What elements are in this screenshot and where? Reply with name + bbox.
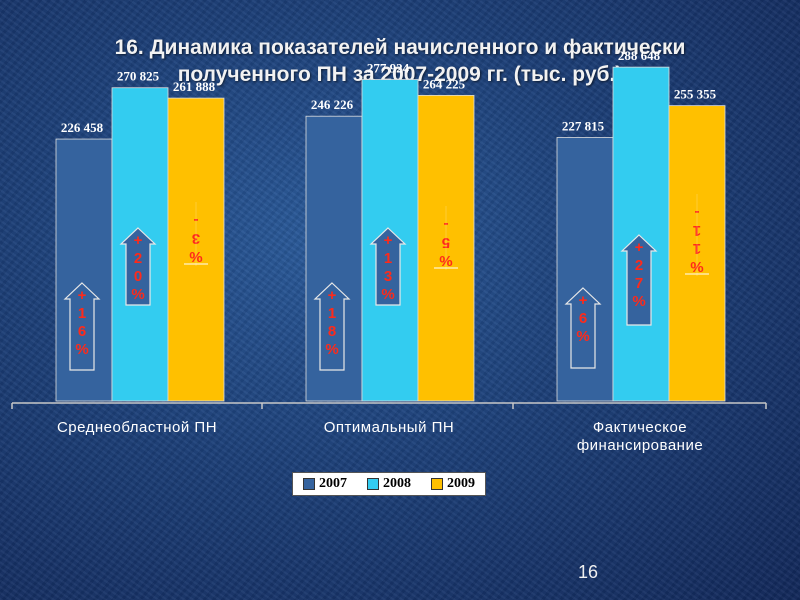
annotation-0-0-text-char-1: 1 <box>78 305 86 322</box>
data-label-2007-1: 246 226 <box>311 97 354 112</box>
annotation-2-1-text-char-3: % <box>632 293 645 310</box>
bar-2009-0 <box>167 97 225 402</box>
data-label-2008-1: 277 924 <box>367 61 410 76</box>
annotation-0-0-text-char-2: 6 <box>78 323 86 340</box>
annotation-1-2-text-char-1: 5 <box>442 234 450 251</box>
data-label-2008-2: 288 648 <box>618 48 661 63</box>
annotation-1-2-text-char-0: - <box>444 216 449 233</box>
annotation-2-0-text-char-2: % <box>576 328 589 345</box>
category-label-1-0: Оптимальный ПН <box>324 419 455 436</box>
legend-item-2009: 2009 <box>431 476 475 492</box>
legend-label-2007: 2007 <box>319 476 347 491</box>
slide-number: 16 <box>578 562 599 582</box>
annotation-0-1-arrow <box>119 227 157 306</box>
page-title: 16. Динамика показателей начисленного и … <box>0 34 800 88</box>
legend-item-2008: 2008 <box>367 476 411 492</box>
annotation-2-1-arrow <box>620 234 658 326</box>
annotation-0-2-text-char-0: - <box>194 212 199 229</box>
annotation-2-0-text-char-1: 6 <box>579 310 587 327</box>
annotation-0-1-text-char-1: 2 <box>134 250 142 267</box>
annotation-0-1-text-char-2: 0 <box>134 268 142 285</box>
legend-label-2008: 2008 <box>383 476 411 491</box>
annotation-0-1-text-char-3: % <box>131 286 144 303</box>
annotation-2-2-text-char-2: 1 <box>693 240 701 257</box>
annotation-1-0-arrow <box>313 282 351 371</box>
annotation-0-2-text-char-2: % <box>189 248 202 265</box>
annotation-1-1-text-char-2: 3 <box>384 268 392 285</box>
data-label-2007-0: 226 458 <box>61 120 104 135</box>
annotation-2-1-text-char-2: 7 <box>635 275 643 292</box>
bar-2009-1 <box>417 94 475 402</box>
annotation-2-2-text-char-0: - <box>695 204 700 221</box>
data-label-2009-0: 261 888 <box>173 79 216 94</box>
annotation-1-1-text-char-3: % <box>381 286 394 303</box>
annotation-2-0-text-char-0: + <box>579 292 588 309</box>
annotation-0-0-text-char-0: + <box>78 287 87 304</box>
legend-item-2007: 2007 <box>303 476 347 492</box>
category-label-2-1: финансирование <box>577 437 703 454</box>
annotation-1-2-text-char-2: % <box>439 252 452 269</box>
data-label-2009-2: 255 355 <box>674 87 717 102</box>
annotation-2-1-text-char-0: + <box>635 239 644 256</box>
annotation-1-1-text-char-1: 1 <box>384 250 392 267</box>
bar-2009-2 <box>668 105 726 402</box>
legend-swatch-2009 <box>431 478 443 490</box>
annotation-1-0-text-char-3: % <box>325 341 338 358</box>
annotation-2-2-text-char-3: % <box>690 258 703 275</box>
data-label-2007-2: 227 815 <box>562 118 605 133</box>
annotation-1-0-text-char-1: 1 <box>328 305 336 322</box>
annotation-1-0-text-char-0: + <box>328 287 337 304</box>
title-line-1: 16. Динамика показателей начисленного и … <box>114 36 686 59</box>
title-line-2: полученного ПН за 2007-2009 гг. (тыс. ру… <box>177 63 623 86</box>
annotation-2-2-text-char-1: 1 <box>693 222 701 239</box>
annotation-0-1-text-char-0: + <box>134 232 143 249</box>
category-label-0-0: Среднеобластной ПН <box>57 419 217 436</box>
data-label-2008-0: 270 825 <box>117 69 160 84</box>
category-label-2-0: Фактическое <box>593 419 687 436</box>
annotation-0-2-text-char-1: 3 <box>192 230 200 247</box>
annotation-1-1-text-char-0: + <box>384 232 393 249</box>
annotation-1-0-text-char-2: 8 <box>328 323 336 340</box>
chart-legend: 2007 2008 2009 <box>292 472 486 496</box>
legend-swatch-2008 <box>367 478 379 490</box>
annotation-1-1-arrow <box>369 227 407 306</box>
annotation-2-0-arrow <box>564 287 602 369</box>
annotation-0-0-arrow <box>63 282 101 371</box>
legend-label-2009: 2009 <box>447 476 475 491</box>
data-label-2009-1: 264 225 <box>423 76 466 91</box>
annotation-0-0-text-char-3: % <box>75 341 88 358</box>
legend-swatch-2007 <box>303 478 315 490</box>
annotation-2-1-text-char-1: 2 <box>635 257 643 274</box>
bar-2008-2 <box>612 66 670 402</box>
